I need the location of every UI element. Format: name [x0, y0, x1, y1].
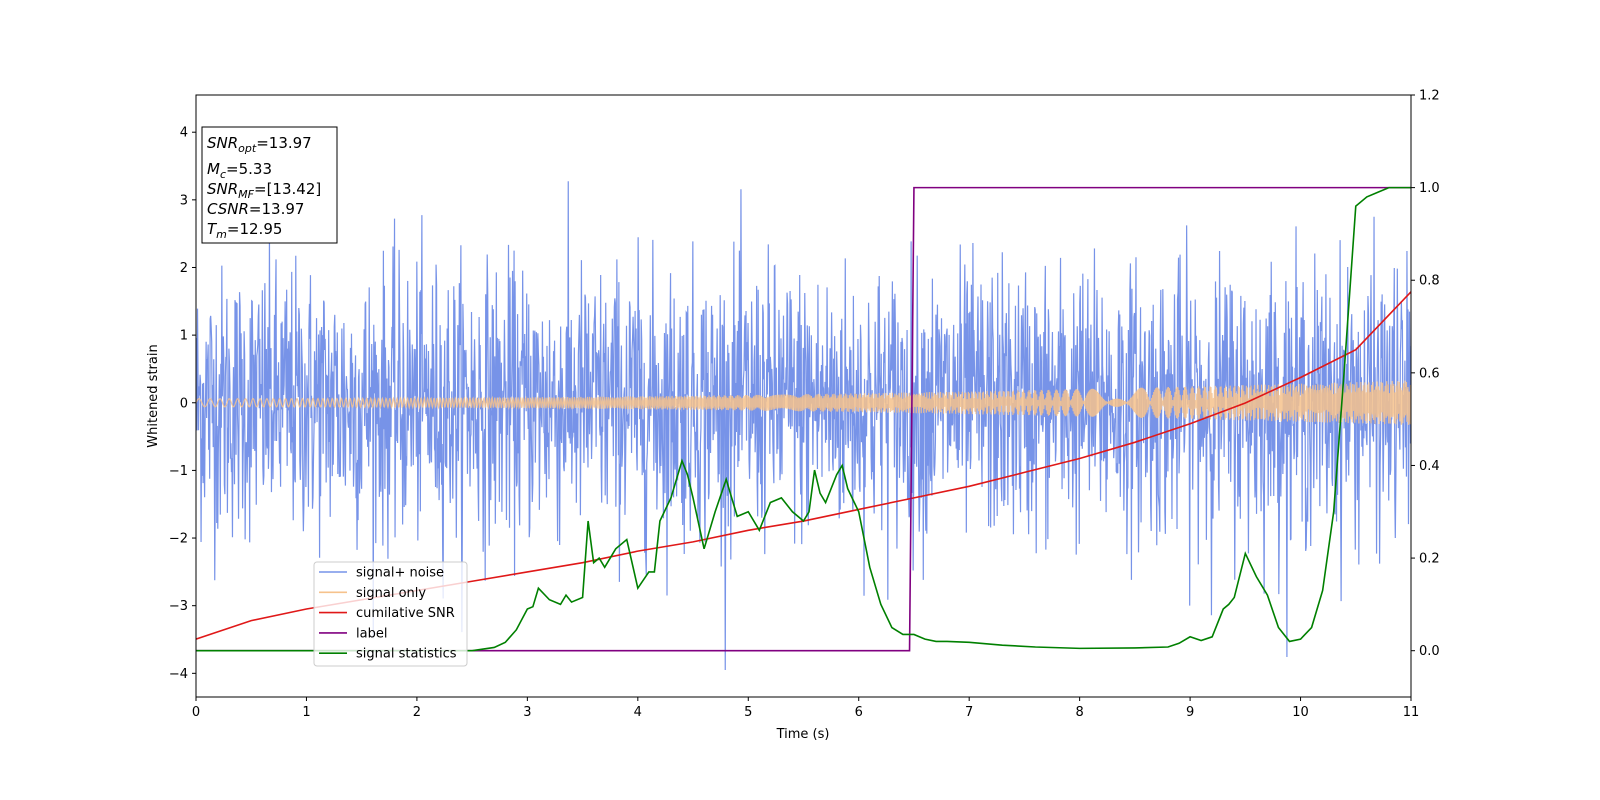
legend-label: label: [356, 626, 387, 641]
legend-label: cumilative SNR: [356, 606, 455, 621]
x-tick-label: 5: [744, 705, 752, 720]
info-box-line: SNRMF=[13.42]: [207, 180, 321, 201]
y-left-tick-label: 1: [180, 329, 188, 344]
x-tick-label: 8: [1075, 705, 1083, 720]
y-left-tick-label: 4: [180, 126, 188, 141]
y-right-tick-label: 0.6: [1419, 366, 1440, 381]
y-left-tick-label: 0: [180, 396, 188, 411]
y-axis-label: Whitened strain: [146, 344, 161, 447]
x-tick-label: 0: [192, 705, 200, 720]
right-y-axis: 0.0 0.2 0.4 0.6 0.8 1.0 1.2: [1411, 89, 1440, 659]
series-signal-only-line: [196, 380, 1411, 425]
x-tick-label: 6: [855, 705, 863, 720]
series-line-3: [196, 186, 1411, 652]
y-right-tick-label: 0.4: [1419, 459, 1440, 474]
legend-label: signal only: [356, 586, 426, 601]
legend-frame: [313, 561, 468, 667]
y-left-tick-label: 3: [180, 193, 188, 208]
x-axis: 0 1 2 3 4 5 6 7 8 9 10 11: [192, 697, 1419, 720]
legend: signal+ noise signal only cumilative SNR la…: [313, 561, 468, 667]
y-right-tick-label: 0.2: [1419, 552, 1440, 567]
x-tick-label: 2: [413, 705, 421, 720]
info-box-line: Mc=5.33: [207, 160, 272, 181]
y-right-tick-label: 0.0: [1419, 644, 1440, 659]
series-line-4: [196, 186, 1411, 652]
y-left-tick-label: −4: [169, 667, 188, 682]
info-box-line: SNRopt=13.97: [207, 134, 312, 155]
x-tick-label: 3: [523, 705, 531, 720]
x-tick-label: 10: [1292, 705, 1309, 720]
y-right-tick-label: 1.0: [1419, 181, 1440, 196]
x-tick-label: 11: [1403, 705, 1420, 720]
axes-frame: [195, 94, 1412, 698]
left-y-axis: −4 −3 −2 −1 0 1 2 3 4: [169, 126, 196, 682]
x-tick-label: 4: [634, 705, 642, 720]
info-box-line: Tm=12.95: [207, 220, 282, 241]
y-left-tick-label: 2: [180, 261, 188, 276]
x-tick-label: 9: [1186, 705, 1194, 720]
y-left-tick-label: −1: [169, 464, 188, 479]
info-box-frame: [201, 126, 338, 244]
x-tick-label: 7: [965, 705, 973, 720]
y-left-tick-label: −3: [169, 599, 188, 614]
info-box: SNRopt=13.97 Mc=5.33SNRMF=[13.42]CSNR=13.…: [201, 126, 338, 244]
x-tick-label: 1: [302, 705, 310, 720]
y-right-tick-label: 0.8: [1419, 274, 1440, 289]
x-axis-label: Time (s): [776, 727, 830, 742]
y-right-tick-label: 1.2: [1419, 89, 1440, 104]
legend-label: signal+ noise: [356, 566, 444, 581]
info-box-line: CSNR=13.97: [207, 200, 304, 218]
y-left-tick-label: −2: [169, 532, 188, 547]
legend-label: signal statistics: [356, 647, 457, 662]
